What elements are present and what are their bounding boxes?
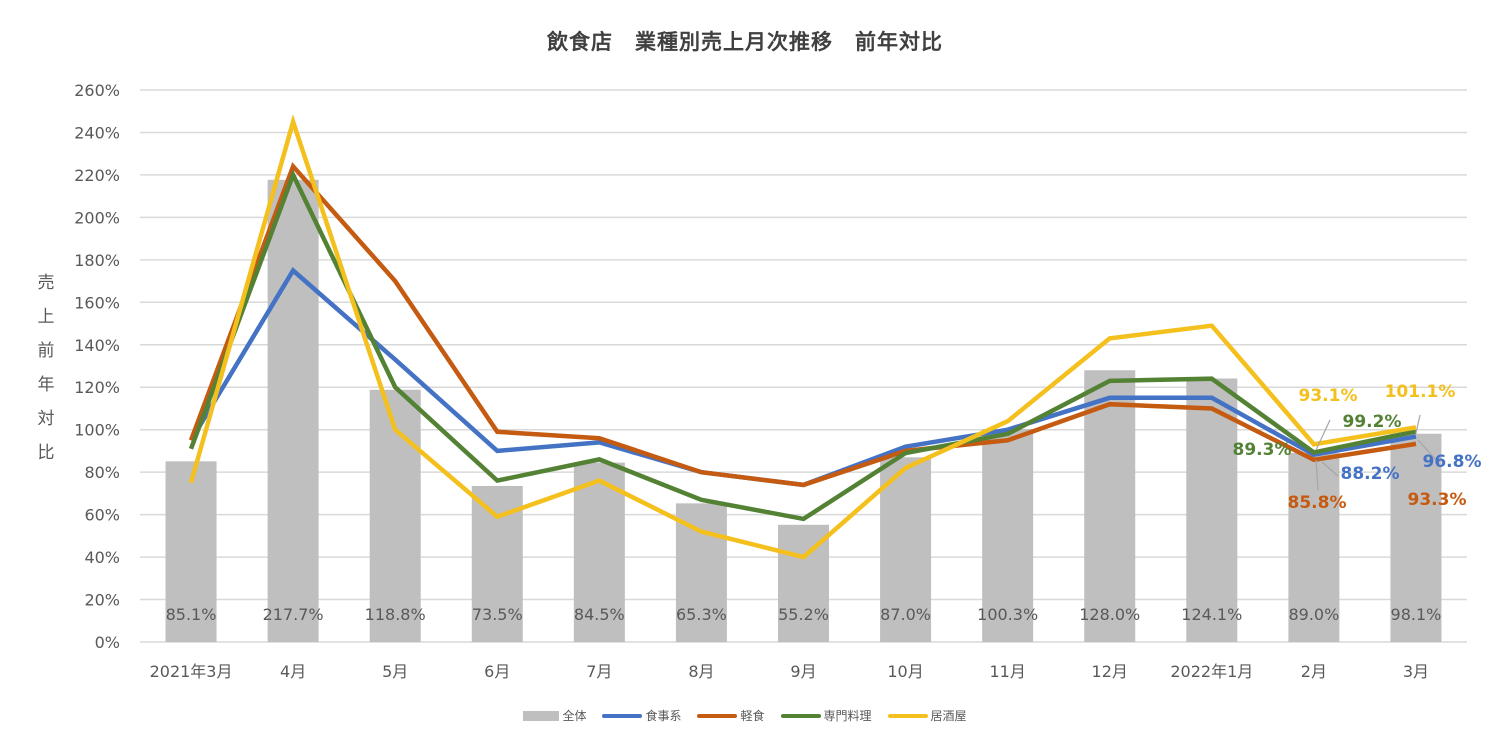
y-tick-label: 20% [84,591,120,610]
bar-label: 128.0% [1079,605,1140,624]
data-annotation: 89.3% [1233,440,1292,460]
leader-line [1321,461,1339,477]
legend-label: 軽食 [740,709,765,723]
x-axis-ticks: 2021年3月 4月 5月 6月 7月 8月 9月 10月 11月 12月 2022年1月 2月 3月 [150,662,1429,681]
legend-swatch [602,713,643,718]
bar-label: 85.1% [166,605,217,624]
leader-line [1315,459,1319,491]
legend-item-light-meal: 軽食 [697,707,765,724]
y-tick-label: 100% [74,421,120,440]
y-axis-ticks: 0% 20% 40% 60% 80% 100% 120% 140% 160% 180% 200% 22… [74,81,120,652]
bar-label: 73.5% [472,605,523,624]
bar [573,462,625,642]
legend-label: 食事系 [645,709,682,723]
bar [1084,370,1136,642]
y-title-char: 比 [37,443,55,463]
x-tick-label: 8月 [688,662,714,681]
y-tick-label: 60% [84,506,120,525]
legend-swatch [523,710,560,721]
data-annotation: 88.2% [1341,464,1400,484]
y-axis-title: 売 上 前 年 対 比 [33,266,59,470]
bar-label: 98.1% [1391,605,1442,624]
plot-area: 0% 20% 40% 60% 80% 100% 120% 140% 160% 180% 200% 22… [74,81,1482,681]
legend-label: 専門料理 [823,709,872,723]
annotation-leader-lines [1315,414,1439,491]
bar [982,429,1034,642]
y-tick-label: 80% [84,463,120,482]
x-tick-label: 2022年1月 [1170,662,1253,681]
data-annotation: 93.1% [1299,386,1358,406]
bar [1186,378,1238,642]
legend-swatch [697,713,738,718]
x-tick-label: 10月 [887,662,923,681]
legend-item-izakaya: 居酒屋 [887,707,967,724]
data-annotation: 96.8% [1423,452,1482,472]
y-title-char: 売 [37,273,55,293]
y-tick-label: 200% [74,208,120,227]
data-annotation: 101.1% [1385,382,1456,402]
y-tick-label: 260% [74,81,120,100]
bar-label: 217.7% [263,605,324,624]
bar [675,503,727,642]
bar-label: 87.0% [880,605,931,624]
y-title-char: 対 [37,409,55,429]
y-title-char: 前 [37,341,55,361]
y-tick-label: 180% [74,251,120,270]
x-tick-label: 3月 [1403,662,1429,681]
x-tick-label: 12月 [1092,662,1128,681]
bar [1288,453,1340,642]
bar [165,461,217,642]
bar-label: 65.3% [676,605,727,624]
x-tick-label: 2021年3月 [150,662,233,681]
line-annotations: 93.1% 101.1% 89.3% 99.2% 88.2% 96.8% 85.8% 93.3… [1233,382,1482,513]
bar [267,179,319,642]
bar-series-total [165,179,1442,642]
y-tick-label: 220% [74,166,120,185]
legend-item-meal: 食事系 [602,707,681,724]
data-annotation: 93.3% [1408,490,1467,510]
leader-line [1415,414,1421,434]
bar-label: 118.8% [365,605,426,624]
leader-line [1417,439,1439,463]
legend: 全体 食事系 軽食 専門料理 居酒屋 [0,707,1490,724]
bar-label: 100.3% [977,605,1038,624]
x-tick-label: 4月 [280,662,306,681]
line-居酒屋 [188,114,1417,560]
bar [880,457,932,642]
y-title-char: 上 [37,307,55,327]
legend-item-specialty: 専門料理 [780,707,872,724]
x-tick-label: 9月 [790,662,816,681]
line-series [188,114,1417,560]
x-tick-label: 5月 [382,662,408,681]
chart-title: 飲食店 業種別売上月次推移 前年対比 [547,30,943,54]
y-tick-label: 160% [74,293,120,312]
bar-label: 124.1% [1181,605,1242,624]
x-tick-label: 11月 [989,662,1025,681]
y-tick-label: 140% [74,336,120,355]
line-専門料理 [188,169,1417,522]
x-tick-label: 6月 [484,662,510,681]
data-annotation: 99.2% [1343,412,1402,432]
legend-swatch [780,713,821,718]
leader-line [1315,419,1331,451]
legend-swatch [887,713,928,718]
legend-item-total: 全体 [523,707,586,724]
y-tick-label: 0% [95,633,120,652]
bar-label: 84.5% [574,605,625,624]
y-tick-label: 120% [74,378,120,397]
bar-data-labels: 85.1% 217.7% 118.8% 73.5% 84.5% 65.3% 55.2% 87.… [166,605,1442,624]
y-tick-label: 240% [74,123,120,142]
legend-label: 全体 [562,709,587,723]
x-tick-label: 2月 [1301,662,1327,681]
line-軽食 [188,162,1417,488]
y-tick-label: 40% [84,548,120,567]
bar [1390,433,1442,642]
data-annotation: 85.8% [1288,493,1347,513]
legend-label: 居酒屋 [930,709,967,723]
y-title-char: 年 [37,375,55,395]
x-tick-label: 7月 [586,662,612,681]
bar-label: 55.2% [778,605,829,624]
bar-label: 89.0% [1288,605,1339,624]
